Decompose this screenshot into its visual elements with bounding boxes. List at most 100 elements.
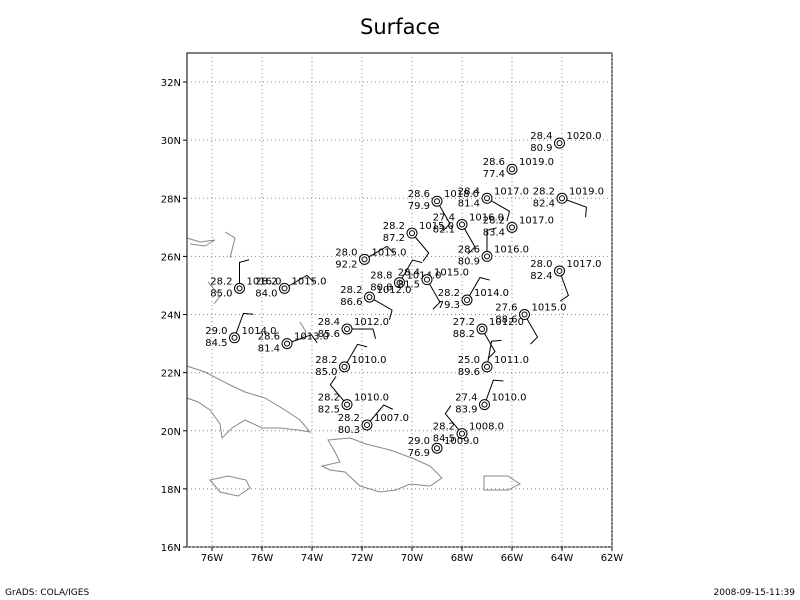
- station-pressure: 1013.0: [294, 332, 329, 343]
- station-pressure: 1016.0: [494, 244, 529, 255]
- station-temp: 28.2: [210, 276, 232, 287]
- station-ring: [554, 265, 565, 277]
- station-temp: 28.0: [530, 259, 552, 270]
- lon-tick-label: 70W: [401, 553, 424, 564]
- station-dew: 84.0: [255, 288, 277, 299]
- station-dew: 87.2: [383, 233, 405, 244]
- station-temp: 28.2: [383, 221, 405, 232]
- station-pressure: 1017.0: [567, 259, 602, 270]
- station-ring: [339, 361, 350, 373]
- lon-tick-label: 74W: [301, 553, 324, 564]
- station-dot: [361, 256, 368, 263]
- station-pressure: 1010.0: [352, 355, 387, 366]
- wind-barb: [329, 376, 345, 402]
- station-temp: 28.8: [370, 271, 392, 282]
- wind-barb: [368, 245, 395, 258]
- map-title: Surface: [360, 15, 440, 39]
- station-dot: [521, 311, 528, 318]
- station-dew: 80.9: [458, 256, 480, 267]
- station-dew: 83.9: [455, 405, 477, 416]
- wind-barb: [487, 339, 502, 362]
- station-dew: 85.6: [318, 329, 340, 340]
- wind-barb: [401, 259, 423, 279]
- station-pressure: 1015.0: [292, 276, 327, 287]
- station-temp: 28.2: [483, 215, 505, 226]
- station-temp: 28.2: [318, 393, 340, 404]
- station-pressure: 1017.0: [519, 215, 554, 226]
- station-dew: 86.6: [340, 297, 362, 308]
- wind-barb: [485, 379, 504, 401]
- station-dew: 82.4: [530, 271, 552, 282]
- station-temp: 28.4: [318, 317, 340, 328]
- station-ring: [556, 192, 568, 204]
- station-pressure: 1011.0: [494, 355, 529, 366]
- station-temp: 29.0: [408, 436, 430, 447]
- wind-barb: [559, 275, 569, 302]
- station-pressure: 1010.0: [354, 393, 389, 404]
- station-temp: 28.2: [533, 186, 555, 197]
- wind-barb: [484, 333, 496, 360]
- station-dew: 81.4: [258, 344, 280, 355]
- wind-barb: [352, 328, 377, 339]
- station-pressure: 1007.0: [374, 413, 409, 424]
- station-dot: [434, 445, 440, 452]
- station-dew: 84.5: [205, 338, 227, 349]
- station-dew: 82.5: [318, 405, 340, 416]
- station-ring: [506, 221, 518, 233]
- station-temp: 29.0: [205, 326, 227, 337]
- station-ring: [234, 282, 245, 294]
- station-dot: [396, 279, 403, 286]
- station-dew: 80.9: [530, 143, 552, 154]
- wind-barb: [486, 227, 497, 252]
- lon-tick-label: 62W: [601, 553, 624, 564]
- lat-tick-label: 18N: [161, 485, 181, 496]
- lat-tick-label: 30N: [161, 136, 181, 147]
- station-ring: [394, 277, 405, 289]
- station-ring: [281, 338, 293, 350]
- station-pressure: 1016.0: [469, 212, 504, 223]
- station-temp: 28.2: [433, 422, 455, 433]
- map-frame: [186, 52, 613, 548]
- wind-barb: [526, 318, 539, 345]
- station-ring: [456, 218, 468, 230]
- station-dot: [344, 326, 350, 333]
- station-pressure: 1019.0: [519, 157, 554, 168]
- station-pressure: 1012.0: [377, 285, 412, 296]
- station-temp: 25.0: [458, 355, 480, 366]
- station-temp: 27.4: [433, 212, 455, 223]
- station-dew: 89.6: [458, 367, 480, 378]
- station-dew: 76.9: [408, 448, 430, 459]
- station-pressure: 1008.0: [469, 422, 504, 433]
- station-pressure: 1014.0: [242, 326, 277, 337]
- station-dew: 85.0: [315, 367, 337, 378]
- station-temp: 28.2: [315, 355, 337, 366]
- station-dot: [459, 430, 465, 437]
- station-ring: [479, 399, 490, 411]
- station-ring: [341, 399, 353, 411]
- station-ring: [476, 323, 488, 335]
- lon-tick-label: 72W: [351, 553, 374, 564]
- station-temp: 28.2: [255, 276, 277, 287]
- wind-barb: [491, 200, 511, 222]
- wind-barb: [288, 274, 315, 287]
- station-ring: [456, 428, 468, 440]
- station-dot: [481, 401, 488, 408]
- station-pressure: 1020.0: [567, 131, 602, 142]
- station-dew: 80.3: [338, 425, 360, 436]
- station-pressure: 1012.0: [354, 317, 389, 328]
- lon-tick-label: 68W: [451, 553, 474, 564]
- station-temp: 28.4: [398, 268, 420, 279]
- station-temp: 28.4: [458, 186, 480, 197]
- station-dew: 83.4: [483, 227, 505, 238]
- station-dot: [424, 276, 430, 283]
- wind-barb: [464, 228, 476, 255]
- wind-barb: [429, 283, 441, 310]
- station-temp: 28.2: [340, 285, 362, 296]
- station-dew: 92.2: [335, 259, 357, 270]
- station-temp: 28.4: [530, 131, 552, 142]
- station-ring: [421, 274, 433, 286]
- station-ring: [481, 192, 493, 204]
- station-ring: [359, 253, 370, 265]
- lon-tick-label: 76W: [251, 553, 274, 564]
